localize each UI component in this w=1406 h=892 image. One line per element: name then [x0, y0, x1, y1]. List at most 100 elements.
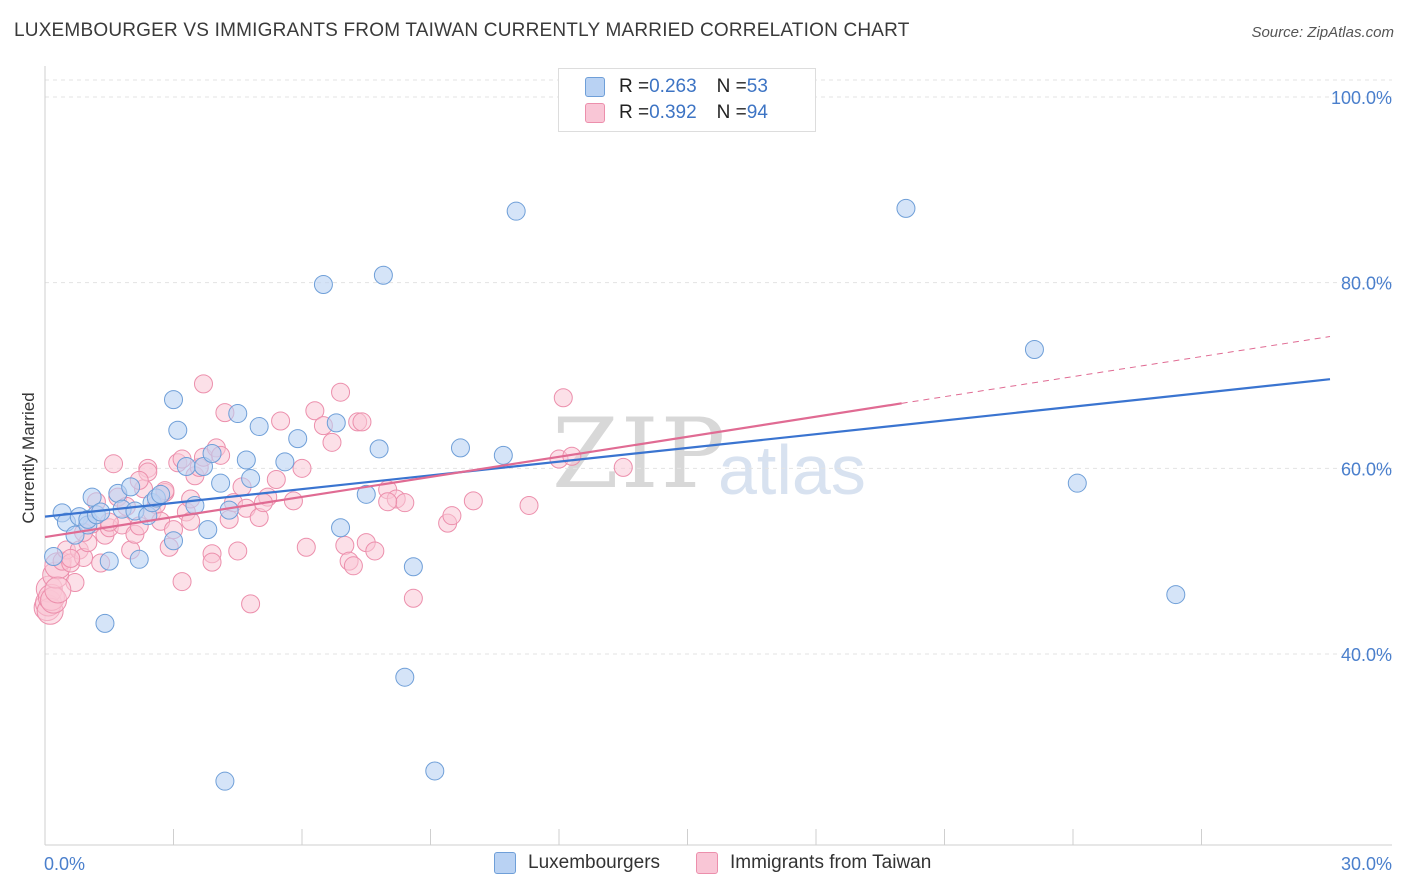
legend-item-taiwan[interactable]: Immigrants from Taiwan	[696, 852, 931, 874]
luxembourger-point	[164, 531, 183, 551]
series-legend: Luxembourgers Immigrants from Taiwan	[0, 852, 1406, 878]
luxembourger-point	[373, 265, 393, 285]
luxembourger-point	[151, 484, 171, 504]
luxembourger-point	[99, 551, 119, 571]
legend-label-taiwan: Immigrants from Taiwan	[730, 852, 932, 873]
luxembourger-point	[164, 390, 183, 410]
taiwan-point	[343, 556, 363, 576]
chart-title: LUXEMBOURGER VS IMMIGRANTS FROM TAIWAN C…	[14, 20, 910, 41]
taiwan-point	[241, 594, 261, 614]
taiwan-point	[352, 412, 372, 432]
legend-r-value: 0.263	[649, 76, 697, 97]
luxembourger-point	[198, 520, 218, 540]
luxembourger-point	[121, 477, 141, 497]
luxembourger-point	[275, 452, 295, 472]
correlation-legend: R = 0.263 N = 53 R = 0.392 N = 94	[558, 68, 816, 132]
luxembourger-point	[95, 613, 115, 633]
taiwan-point	[463, 491, 483, 511]
legend-swatch-pink	[585, 103, 605, 123]
luxembourger-point	[1024, 340, 1044, 360]
luxembourger-point	[129, 549, 149, 569]
taiwan-point	[613, 457, 633, 477]
luxembourger-point	[313, 275, 333, 295]
luxembourger-point	[241, 469, 261, 489]
taiwan-point	[283, 491, 303, 511]
luxembourger-point	[82, 487, 102, 507]
taiwan-point	[61, 548, 81, 568]
taiwan-point	[172, 572, 192, 592]
luxembourger-point	[168, 420, 188, 440]
luxembourger-point	[403, 557, 423, 577]
taiwan-point	[292, 458, 312, 478]
taiwan-point	[378, 492, 398, 512]
x-tick-label: 0.0%	[44, 854, 85, 874]
taiwan-point	[266, 469, 286, 489]
trend-line-taiwan	[44, 402, 902, 539]
luxembourger-point	[369, 439, 389, 459]
legend-swatch-blue	[494, 852, 516, 874]
taiwan-point	[305, 401, 325, 421]
luxembourger-point	[236, 450, 256, 470]
luxembourger-point	[395, 667, 415, 687]
luxembourger-point	[506, 201, 526, 221]
legend-row-taiwan: R = 0.392 N = 94	[585, 101, 768, 125]
taiwan-point	[296, 537, 316, 557]
legend-n-label: N =	[716, 76, 747, 97]
legend-row-luxembourgers: R = 0.263 N = 53	[585, 75, 768, 99]
taiwan-point	[271, 411, 291, 431]
luxembourger-point	[425, 761, 445, 781]
taiwan-point	[322, 432, 342, 452]
taiwan-point	[104, 454, 124, 474]
luxembourger-point	[1067, 473, 1087, 493]
legend-swatch-blue	[585, 77, 605, 97]
luxembourger-point	[211, 473, 231, 493]
luxembourger-point	[288, 429, 308, 449]
luxembourger-point	[215, 771, 235, 791]
series-luxembourgers-points	[44, 198, 1186, 791]
x-tick-label: 30.0%	[1341, 854, 1392, 874]
luxembourger-point	[450, 438, 470, 458]
gridlines	[45, 79, 1392, 655]
trend-line-luxembourgers	[44, 378, 1331, 518]
taiwan-point	[331, 382, 351, 402]
legend-item-luxembourgers[interactable]: Luxembourgers	[494, 852, 660, 874]
taiwan-point	[403, 588, 423, 608]
luxembourger-point	[249, 417, 269, 437]
watermark-atlas: atlas	[718, 431, 866, 509]
trend-lines	[44, 336, 1331, 539]
taiwan-point	[228, 541, 248, 561]
legend-n-label: N =	[716, 102, 747, 123]
y-axis-label: Currently Married	[19, 392, 38, 523]
tick-labels: 40.0% 60.0% 80.0% 100.0% 0.0% 30.0%	[44, 88, 1392, 874]
luxembourger-point	[44, 547, 64, 567]
luxembourger-point	[1166, 585, 1186, 605]
taiwan-point	[193, 374, 213, 394]
y-tick-label: 60.0%	[1341, 459, 1392, 479]
axes	[44, 66, 1392, 846]
legend-swatch-pink	[696, 852, 718, 874]
legend-r-label: R =	[619, 76, 650, 97]
taiwan-point	[365, 541, 385, 561]
source-credit: Source: ZipAtlas.com	[1251, 24, 1394, 41]
legend-n-value: 94	[746, 102, 768, 123]
legend-r-value: 0.392	[649, 102, 697, 123]
taiwan-point	[202, 552, 222, 572]
taiwan-point	[44, 576, 72, 604]
trend-line-taiwan-extension	[901, 336, 1331, 404]
luxembourger-point	[493, 445, 513, 465]
y-tick-label: 100.0%	[1331, 88, 1392, 108]
legend-r-label: R =	[619, 102, 650, 123]
luxembourger-point	[356, 484, 376, 504]
taiwan-point	[519, 495, 539, 515]
luxembourger-point	[176, 456, 196, 476]
taiwan-point	[395, 493, 415, 513]
legend-label-luxembourgers: Luxembourgers	[528, 852, 661, 873]
y-tick-label: 40.0%	[1341, 645, 1392, 665]
y-tick-label: 80.0%	[1341, 274, 1392, 294]
luxembourger-point	[326, 413, 346, 433]
taiwan-point	[553, 388, 573, 408]
taiwan-point	[442, 506, 462, 526]
luxembourger-point	[331, 518, 351, 538]
legend-n-value: 53	[746, 76, 768, 97]
